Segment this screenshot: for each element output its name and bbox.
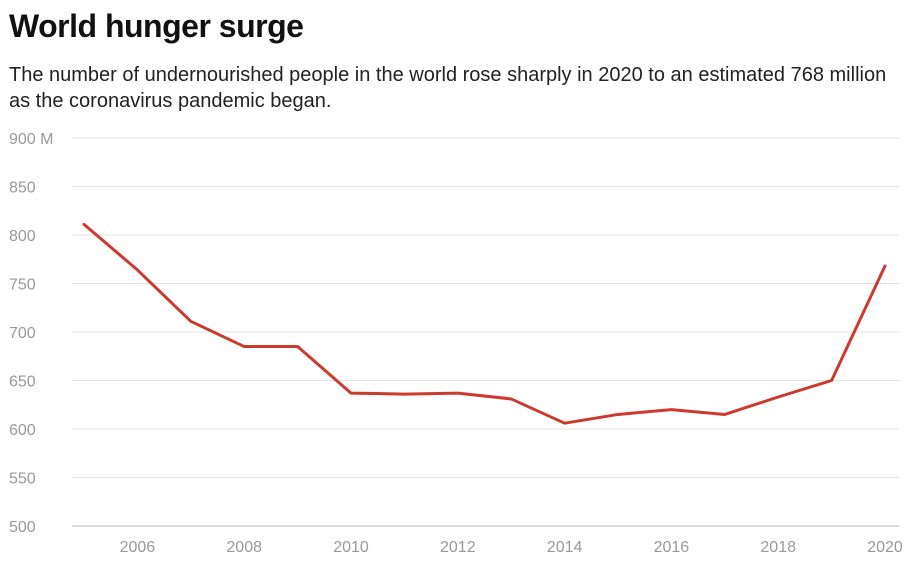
data-point [507,395,515,403]
x-tick-label: 2012 [440,539,476,556]
data-point [561,419,569,427]
y-tick-label: 550 [9,471,36,488]
x-tick-label: 2014 [547,539,583,556]
series-line [82,222,887,425]
data-point [240,343,248,351]
data-point [187,317,195,325]
chart-title: World hunger surge [9,8,304,44]
data-point [454,389,462,397]
y-axis-ticks: 500 550 600 650 700 750 800 850 900 M [9,131,53,536]
chart-subtitle: The number of undernourished people in t… [9,64,887,112]
data-point [881,262,889,270]
data-point [80,220,88,228]
data-point [667,406,675,414]
x-tick-label: 2008 [226,539,262,556]
y-tick-label: 800 [9,228,36,245]
data-point [721,410,729,418]
series-lines [80,220,889,427]
y-tick-label: 850 [9,180,36,197]
gridlines [72,137,899,527]
x-tick-label: 2010 [333,539,369,556]
data-point [133,266,141,274]
x-tick-label: 2018 [760,539,796,556]
x-axis-ticks: 2006 2008 2010 2012 2014 2016 2018 2020 [120,539,903,556]
y-tick-label: 600 [9,422,36,439]
y-tick-label: 650 [9,374,36,391]
y-tick-label: 750 [9,277,36,294]
y-tick-label: 700 [9,325,36,342]
y-tick-label: 500 [9,519,36,536]
data-point [400,390,408,398]
y-tick-label: 900 M [9,131,53,148]
x-tick-label: 2016 [654,539,690,556]
data-point [347,389,355,397]
x-tick-label: 2020 [867,539,903,556]
data-point [614,410,622,418]
data-point [828,377,836,385]
data-point [294,343,302,351]
data-point [774,393,782,401]
x-tick-label: 2006 [120,539,156,556]
